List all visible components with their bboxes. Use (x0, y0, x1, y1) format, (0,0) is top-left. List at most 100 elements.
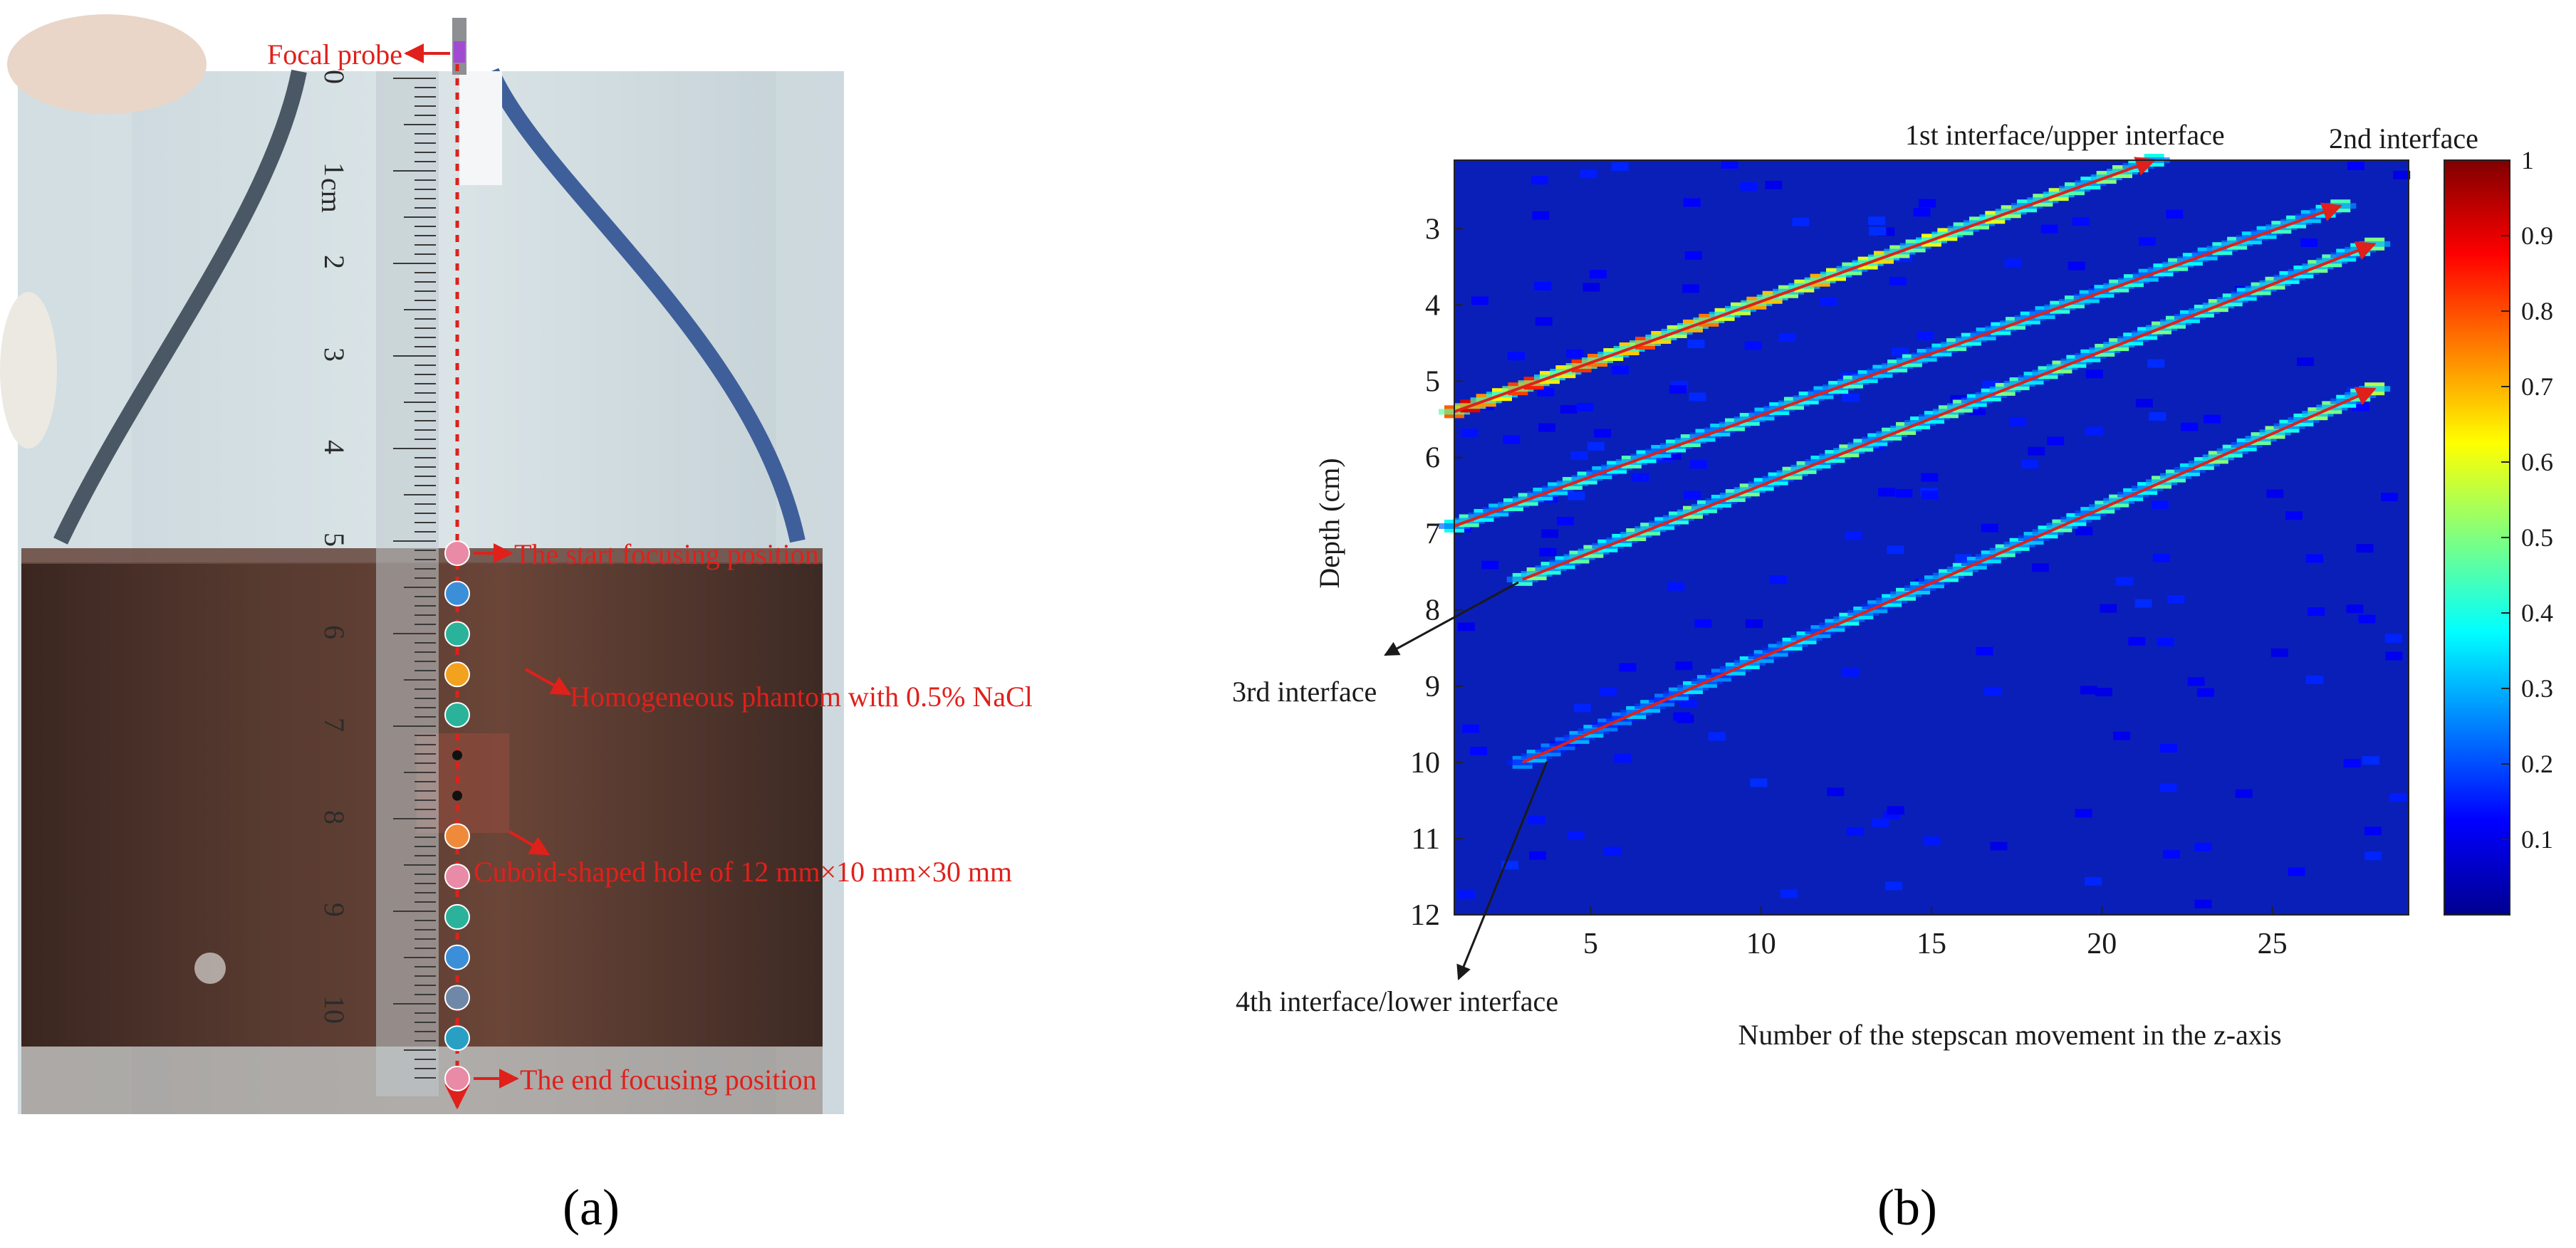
third-interface-pointer (1384, 581, 1519, 656)
y-tick-label: 9 (1425, 671, 1440, 703)
heatmap-noise-cell (2047, 436, 2065, 446)
heatmap-noise-cell (1921, 491, 1939, 500)
panel-b-chart: 3 4 5 6 7 8 9 10 11 12 5 10 15 20 25 Depth (cm) Numbe… (1232, 119, 2553, 1236)
heatmap-noise-cell (1614, 754, 1632, 763)
heatmap-noise-cell (1769, 575, 1787, 584)
heatmap-noise-cell (1556, 516, 1574, 525)
heatmap-noise-cell (1538, 423, 1555, 432)
heatmap-noise-cell (1919, 199, 1936, 208)
focus-point (444, 944, 470, 970)
heatmap-noise-cell (1877, 488, 1895, 497)
heatmap-noise-cell (1560, 404, 1578, 414)
ruler-ticks (393, 78, 436, 1079)
heatmap-noise-cell (1689, 392, 1706, 402)
heatmap-noise-cell (1632, 473, 1649, 482)
heatmap-noise-cell (1976, 646, 1993, 656)
heatmap-noise-cell (1541, 529, 1559, 538)
heatmap-noise-cell (1587, 441, 1605, 451)
heatmap-noise-cell (1842, 668, 1860, 677)
heatmap-noise-cell (1887, 545, 1904, 555)
heatmap-noise-cell (1537, 387, 1555, 397)
focus-point (444, 702, 470, 728)
heatmap-noise-cell (2157, 638, 2174, 647)
label-start-position: The start focusing position (514, 538, 819, 570)
ruler-number: 4 (318, 440, 350, 454)
heatmap-noise-cell (1708, 732, 1726, 741)
heatmap-noise-cell (2356, 544, 2374, 553)
heatmap-noise-cell (1481, 560, 1499, 570)
heatmap-noise-cell (2072, 217, 2090, 226)
heatmap-noise-cell (1599, 688, 1617, 697)
heatmap-noise-cell (2393, 170, 2411, 179)
heatmap-noise-cell (2149, 411, 2166, 421)
heatmap-noise-cell (2086, 426, 2104, 436)
heatmap-noise-cell (1682, 284, 1700, 293)
ruler-number: 0 (318, 70, 350, 84)
heatmap-noise-cell (1683, 198, 1701, 207)
colorbar-tick-label: 0.9 (2521, 221, 2553, 250)
label-focal-probe: Focal probe (267, 38, 402, 70)
focus-point (452, 790, 462, 801)
focus-point (444, 985, 470, 1011)
heatmap-noise-cell (2364, 827, 2382, 836)
colorbar-tick-label: 0.5 (2521, 523, 2553, 552)
x-tick-label: 25 (2258, 928, 2288, 960)
heatmap-noise-cell (1820, 297, 1837, 306)
label-second-interface: 2nd interface (2329, 122, 2478, 154)
heatmap-noise-cell (2135, 399, 2153, 408)
heatmap-noise-cell (1576, 402, 1594, 411)
heatmap-noise-cell (2197, 688, 2215, 697)
heatmap-noise-cell (2040, 224, 2058, 234)
heatmap-noise-cell (1913, 208, 1931, 217)
heatmap-noise-cell (1528, 816, 1545, 825)
heatmap-noise-cell (2159, 743, 2177, 753)
heatmap-noise-cell (1679, 699, 1697, 708)
hole-arrow (508, 830, 551, 856)
y-tick-label: 11 (1412, 823, 1440, 856)
heatmap-noise-cell (1895, 488, 1913, 498)
heatmap-noise-cell (2194, 899, 2212, 908)
panel-b-label: (b) (1877, 1179, 1937, 1236)
heatmap-noise-cell (1457, 890, 1475, 899)
heatmap-noise-cell (2031, 563, 2049, 572)
heatmap-noise-cell (1689, 460, 1707, 469)
label-third-interface: 3rd interface (1232, 676, 1377, 708)
heatmap-noise-cell (2364, 851, 2382, 861)
heatmap-noise-cell (1694, 619, 1712, 628)
heatmap-noise-cell (1792, 217, 1810, 226)
heatmap-noise-cell (1744, 341, 1762, 350)
heatmap-noise-cell (2381, 493, 2399, 502)
heatmap-noise-cell (2270, 648, 2288, 657)
heatmap-noise-cell (1619, 663, 1637, 672)
heatmap-noise-cell (1845, 531, 1862, 540)
heatmap-noise-cell (1461, 429, 1479, 438)
heatmap-noise-cell (1984, 686, 2002, 696)
heatmap-noise-cell (2115, 577, 2133, 586)
heatmap-noise-cell (1750, 778, 1768, 787)
y-axis-label: Depth (cm) (1313, 458, 1345, 588)
probe-window (459, 71, 502, 185)
heatmap-noise-cell (1990, 841, 2008, 851)
x-tick-label: 20 (2087, 928, 2117, 960)
colorbar-tick-label: 0.2 (2521, 750, 2553, 778)
label-end-position: The end focusing position (520, 1064, 817, 1096)
heatmap-noise-cell (2163, 849, 2181, 859)
heatmap-noise-cell (2308, 607, 2325, 616)
focus-point (444, 621, 470, 647)
interface-lines (1454, 157, 2377, 764)
heatmap-noise-cell (1745, 619, 1763, 629)
electrode-wire-left (53, 69, 307, 545)
colorbar-tick-label: 0.8 (2521, 297, 2553, 325)
y-tick-label: 6 (1425, 442, 1440, 475)
heatmap-noise-cell (1891, 347, 1909, 357)
panel-a-label: (a) (563, 1179, 620, 1236)
heatmap-noise-cell (1684, 251, 1702, 260)
ruler-number: 7 (318, 718, 350, 732)
ruler-number: 8 (318, 810, 350, 824)
finger-shape (7, 14, 207, 114)
label-phantom: Homogeneous phantom with 0.5% NaCl (570, 681, 1033, 713)
heatmap-noise-cell (1532, 211, 1550, 220)
heatmap-noise-cell (1531, 176, 1548, 185)
y-tick-label: 8 (1425, 594, 1440, 627)
